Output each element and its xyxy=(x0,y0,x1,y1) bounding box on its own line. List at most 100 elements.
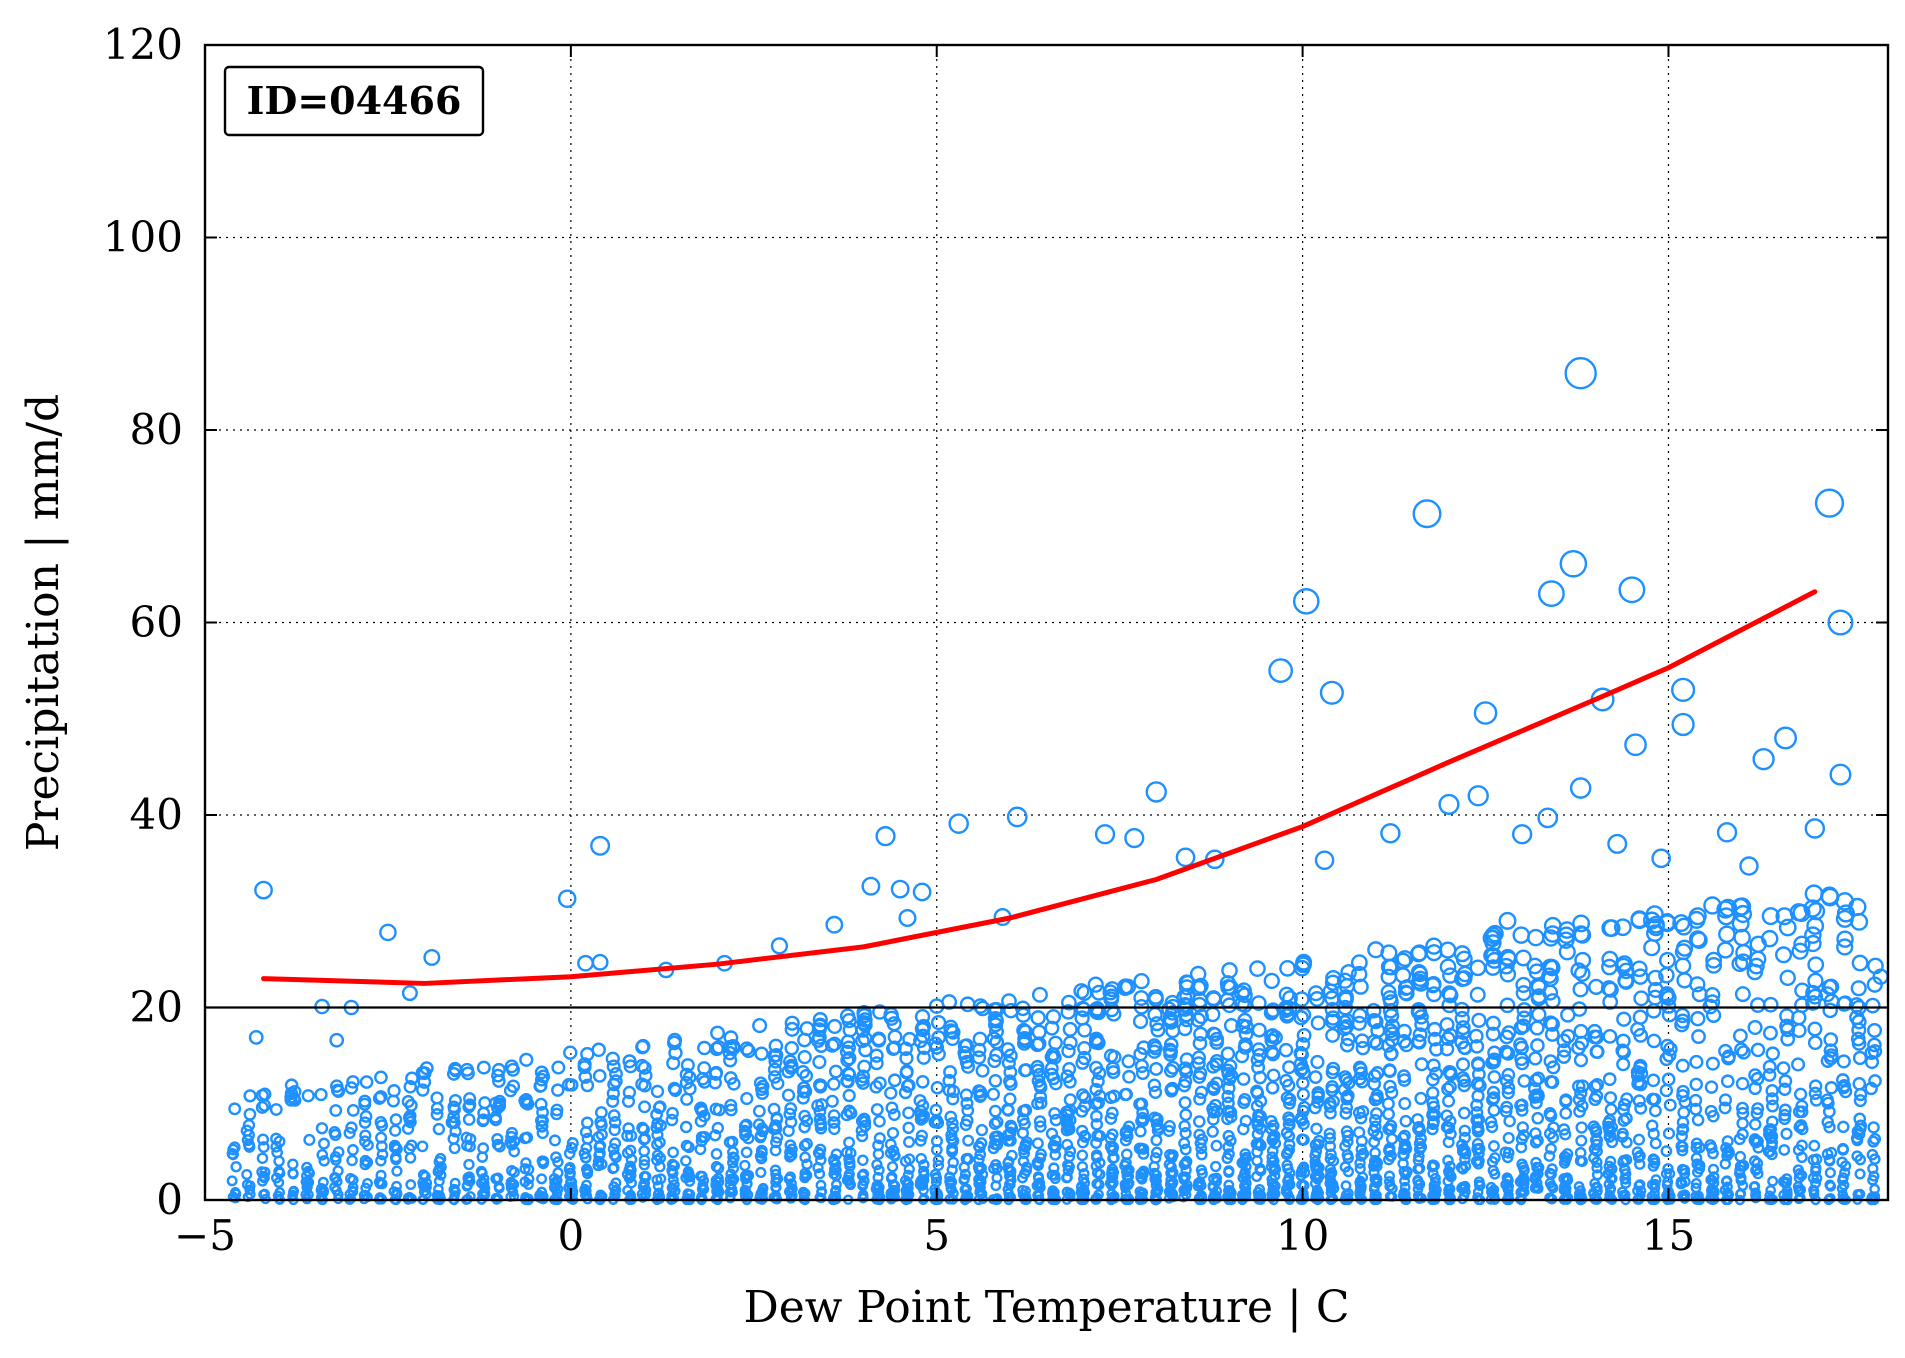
data-point xyxy=(1603,1124,1616,1138)
data-point-outlier xyxy=(1716,822,1738,843)
data-point xyxy=(1675,1130,1688,1143)
data-point xyxy=(1135,1066,1150,1080)
data-point xyxy=(274,1187,286,1198)
data-point-outlier xyxy=(875,826,896,847)
data-point xyxy=(815,1179,827,1191)
data-point xyxy=(1613,918,1632,937)
data-point xyxy=(1674,1007,1691,1024)
data-point xyxy=(974,1148,987,1161)
data-point xyxy=(1368,1136,1381,1148)
data-point xyxy=(1355,1150,1368,1162)
data-point xyxy=(1688,907,1707,926)
data-point xyxy=(1384,1046,1399,1061)
data-point xyxy=(1516,1121,1529,1134)
data-point xyxy=(595,1128,608,1141)
data-point xyxy=(739,1189,751,1200)
data-point xyxy=(1103,991,1120,1008)
data-point xyxy=(1355,1074,1369,1089)
data-point xyxy=(651,1149,664,1162)
data-point xyxy=(243,1089,257,1103)
data-point xyxy=(1254,1163,1266,1175)
data-point xyxy=(1721,1049,1736,1064)
data-point xyxy=(1795,1192,1806,1203)
data-point xyxy=(840,1034,856,1050)
data-point xyxy=(1193,1115,1206,1128)
data-point xyxy=(1339,1037,1355,1053)
data-point xyxy=(1060,1069,1075,1084)
data-point xyxy=(814,1118,827,1132)
data-point xyxy=(941,994,958,1010)
data-point xyxy=(1210,1175,1222,1187)
data-point xyxy=(1474,1179,1486,1191)
data-point xyxy=(1515,1141,1528,1154)
data-point xyxy=(523,1193,534,1204)
data-point xyxy=(1340,1031,1356,1047)
data-point xyxy=(781,1088,796,1102)
data-point xyxy=(1837,1120,1850,1134)
data-point xyxy=(551,1060,566,1075)
data-point xyxy=(578,1147,591,1160)
data-point xyxy=(1223,1017,1240,1034)
data-point xyxy=(1339,1161,1351,1173)
data-point xyxy=(1867,1037,1882,1053)
data-point xyxy=(1234,996,1250,1012)
data-point xyxy=(1263,972,1280,990)
data-point xyxy=(915,1074,930,1089)
data-point xyxy=(798,1139,811,1152)
data-point xyxy=(1178,1184,1190,1196)
data-point xyxy=(1148,1040,1163,1056)
data-point xyxy=(1063,1161,1075,1173)
data-point xyxy=(1591,1182,1603,1193)
data-point xyxy=(1780,1127,1793,1140)
data-point xyxy=(343,1126,356,1140)
y-tick-label: 120 xyxy=(103,20,183,69)
data-point xyxy=(1630,1065,1645,1079)
data-point xyxy=(1019,1103,1033,1117)
data-point xyxy=(1268,1185,1280,1197)
data-point xyxy=(1470,1098,1484,1112)
data-point xyxy=(1004,1119,1018,1132)
data-point xyxy=(1308,1070,1323,1084)
data-point xyxy=(1808,1188,1820,1200)
data-point xyxy=(463,1092,477,1106)
data-point xyxy=(448,1093,462,1108)
data-point xyxy=(226,1175,238,1187)
data-point xyxy=(768,1192,779,1203)
data-point xyxy=(1104,1090,1118,1105)
data-point xyxy=(797,1032,812,1048)
data-point xyxy=(1265,1047,1281,1062)
data-point xyxy=(1837,1142,1849,1155)
data-point xyxy=(1380,984,1397,1001)
data-point xyxy=(887,1108,901,1122)
data-point xyxy=(873,1076,887,1090)
data-point-outlier xyxy=(1473,701,1498,725)
data-point xyxy=(1283,1130,1296,1143)
data-point xyxy=(1531,1006,1547,1023)
data-point xyxy=(1221,1066,1236,1081)
data-point xyxy=(1133,1047,1148,1062)
data-point xyxy=(873,1115,886,1128)
data-point xyxy=(230,1187,241,1198)
data-point xyxy=(347,1144,359,1156)
data-point xyxy=(959,1168,971,1180)
data-point xyxy=(915,1152,927,1165)
data-point xyxy=(1868,1074,1882,1088)
data-point xyxy=(404,1098,418,1112)
data-point xyxy=(1545,1142,1557,1155)
data-point xyxy=(1192,1036,1208,1051)
data-point xyxy=(1455,1057,1471,1072)
data-point xyxy=(1442,1136,1455,1149)
data-point xyxy=(1307,985,1324,1002)
data-point xyxy=(462,1113,476,1126)
data-point xyxy=(727,1156,739,1169)
data-point xyxy=(1747,1019,1763,1036)
data-point xyxy=(902,1121,915,1135)
data-point xyxy=(1556,1043,1572,1058)
data-point xyxy=(1501,1025,1517,1041)
data-point xyxy=(1003,1191,1015,1203)
data-point xyxy=(606,1094,620,1108)
data-point xyxy=(1515,1098,1529,1112)
data-point xyxy=(1401,1165,1413,1178)
data-point xyxy=(1646,1033,1662,1049)
data-point xyxy=(1591,1145,1603,1157)
